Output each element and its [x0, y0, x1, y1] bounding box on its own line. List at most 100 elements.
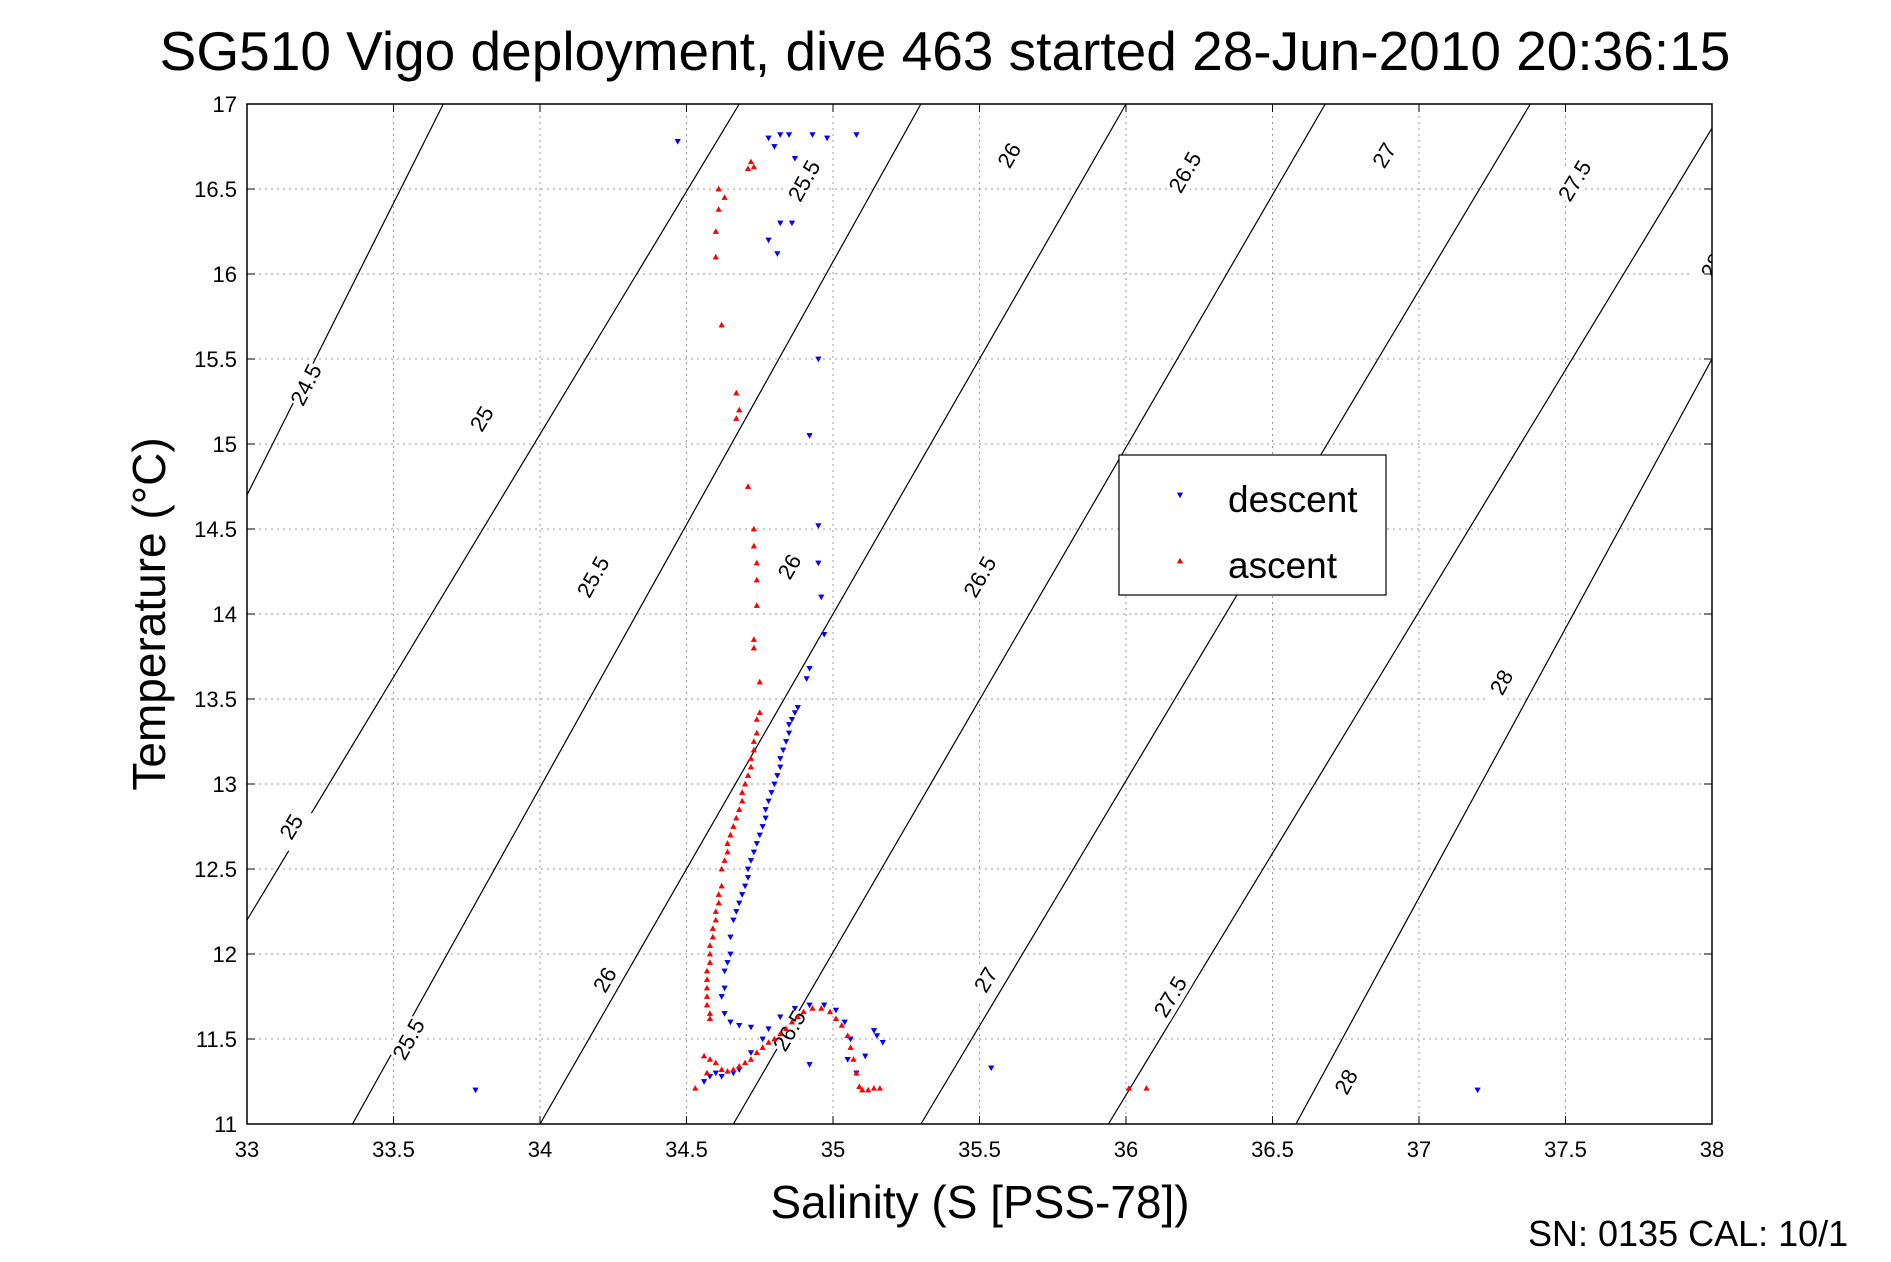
- y-tick-label: 14: [213, 602, 237, 627]
- descent-point: [777, 1014, 784, 1021]
- descent-point: [771, 781, 778, 788]
- y-tick-label: 17: [213, 92, 237, 117]
- descent-point: [718, 1074, 725, 1080]
- descent-point: [783, 739, 790, 745]
- ascent-point: [706, 950, 714, 957]
- ascent-point: [741, 780, 749, 787]
- descent-point: [762, 807, 769, 813]
- ascent-point: [724, 1068, 731, 1074]
- ascent-point: [724, 848, 731, 855]
- ascent-point: [832, 1015, 840, 1021]
- contour-label-backdrop: [766, 1004, 812, 1057]
- descent-point: [815, 560, 822, 567]
- descent-point: [791, 1006, 799, 1012]
- contour-label-backdrop: [986, 129, 1032, 181]
- descent-point: [736, 1023, 743, 1029]
- descent-point: [821, 632, 828, 638]
- ascent-point: [736, 806, 743, 812]
- descent-point: [768, 790, 775, 796]
- ascent-point: [750, 525, 757, 532]
- descent-point: [756, 832, 763, 839]
- ascent-point: [876, 1085, 883, 1091]
- ascent-point: [777, 1030, 784, 1037]
- ascent-point: [756, 709, 763, 715]
- ascent-point: [724, 840, 731, 846]
- descent-point: [747, 1024, 755, 1031]
- descent-point: [870, 1028, 878, 1034]
- ascent-point: [826, 1008, 834, 1015]
- ascent-point: [733, 389, 740, 396]
- ascent-point: [844, 1032, 851, 1038]
- descent-point: [727, 951, 734, 958]
- x-tick-label: 38: [1700, 1137, 1724, 1162]
- x-tick-label: 37: [1407, 1137, 1431, 1162]
- ascent-point: [721, 857, 728, 863]
- descent-point: [988, 1065, 995, 1072]
- ascent-point: [750, 746, 757, 753]
- descent-point: [806, 1062, 813, 1068]
- ascent-point: [750, 738, 757, 744]
- x-tick-label: 37.5: [1544, 1137, 1587, 1162]
- legend-label-descent: descent: [1228, 479, 1358, 520]
- ascent-point: [756, 678, 763, 685]
- y-tick-label: 12: [213, 942, 237, 967]
- contour-label-backdrop: [1162, 146, 1207, 198]
- descent-point: [765, 1026, 772, 1033]
- ascent-point: [783, 1025, 790, 1032]
- descent-point: [788, 717, 796, 723]
- ascent-point: [733, 814, 740, 821]
- ascent-point: [736, 406, 743, 413]
- descent-point: [841, 1019, 848, 1026]
- ascent-point: [753, 576, 760, 583]
- ascent-point: [744, 483, 752, 489]
- descent-point: [771, 144, 778, 150]
- ascent-point: [718, 321, 725, 328]
- descent-point: [879, 1040, 886, 1046]
- descent-point: [765, 798, 772, 805]
- contour-label-backdrop: [284, 359, 328, 410]
- descent-point: [765, 135, 772, 142]
- ascent-point: [747, 158, 755, 165]
- descent-point: [803, 676, 810, 682]
- descent-point: [744, 866, 752, 873]
- descent-point: [712, 1070, 719, 1077]
- descent-point: [674, 139, 681, 145]
- contour-label-backdrop: [962, 953, 1008, 1006]
- descent-point: [832, 1007, 840, 1014]
- ascent-point: [703, 976, 711, 982]
- ascent-point: [1143, 1085, 1150, 1091]
- ascent-point: [706, 1056, 714, 1062]
- ascent-point: [706, 1015, 714, 1021]
- y-tick-label: 13: [213, 772, 237, 797]
- ascent-point: [750, 542, 757, 549]
- y-tick-label: 15.5: [194, 347, 237, 372]
- descent-point: [777, 220, 784, 227]
- descent-point: [777, 132, 784, 138]
- ascent-point: [1125, 1085, 1133, 1091]
- descent-point: [774, 251, 781, 257]
- contour-label-backdrop: [458, 392, 504, 445]
- descent-point: [700, 1079, 708, 1085]
- ascent-point: [747, 763, 755, 770]
- ascent-point: [706, 959, 714, 965]
- ascent-point: [753, 716, 760, 722]
- legend-box: [1118, 454, 1387, 596]
- descent-point: [824, 135, 831, 142]
- descent-point: [759, 824, 766, 830]
- ascent-point: [709, 933, 716, 940]
- chart-title: SG510 Vigo deployment, dive 463 started …: [160, 20, 1731, 82]
- ascent-point: [753, 559, 760, 566]
- ascent-point: [718, 1066, 725, 1072]
- descent-point: [806, 1002, 813, 1009]
- contour-label-backdrop: [1361, 129, 1407, 181]
- ascent-point: [753, 1049, 760, 1055]
- descent-point: [472, 1087, 479, 1094]
- descent-point: [853, 132, 860, 138]
- descent-point: [844, 1057, 851, 1063]
- descent-point: [806, 433, 813, 439]
- data-points: [472, 132, 1481, 1094]
- ascent-point: [741, 1059, 749, 1066]
- ascent-point: [753, 602, 760, 608]
- ascent-point: [838, 1022, 845, 1028]
- ascent-point: [700, 1052, 708, 1059]
